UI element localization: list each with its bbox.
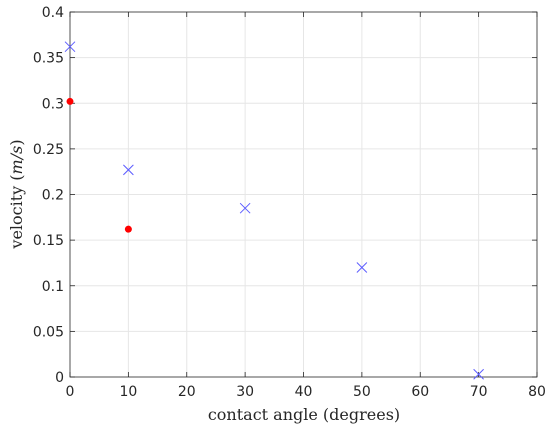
x-tick-label: 0 bbox=[66, 384, 75, 400]
x-tick-label: 10 bbox=[119, 384, 137, 400]
grid-lines bbox=[70, 12, 537, 377]
y-tick-label: 0.4 bbox=[42, 5, 64, 21]
dot-marker bbox=[66, 97, 74, 105]
y-axis-label-text: velocity bbox=[7, 186, 26, 250]
y-tick-label: 0.2 bbox=[42, 188, 64, 204]
y-tick-label: 0.1 bbox=[42, 279, 64, 295]
y-tick-label: 0 bbox=[55, 370, 64, 386]
x-tick-label: 70 bbox=[470, 384, 488, 400]
cross-marker-stroke bbox=[239, 202, 251, 214]
y-tick-label: 0.15 bbox=[33, 233, 64, 249]
y-axis-label-unit: m/s bbox=[7, 146, 26, 175]
x-tick-label: 40 bbox=[295, 384, 313, 400]
cross-marker-stroke bbox=[64, 41, 76, 53]
cross-marker bbox=[239, 202, 251, 214]
y-tick-label: 0.25 bbox=[33, 142, 64, 158]
cross-marker bbox=[356, 262, 368, 273]
y-axis-label-open: ( bbox=[7, 174, 26, 180]
y-axis-label: velocity (m/s) bbox=[7, 139, 26, 249]
x-tick-label: 30 bbox=[236, 384, 254, 400]
cross-marker bbox=[473, 368, 484, 380]
axis-ticks: 0 10 20 30 40 50 60 70 80 0 0.05 0.1 0.15 0.2 0.25 0.3 0… bbox=[33, 5, 546, 400]
dot-marker bbox=[124, 225, 132, 233]
cross-marker-stroke bbox=[123, 164, 134, 176]
cross-marker-stroke bbox=[473, 368, 484, 380]
x-tick-label: 60 bbox=[411, 384, 429, 400]
x-axis-label: contact angle (degrees) bbox=[208, 405, 400, 424]
data-points bbox=[64, 41, 484, 380]
x-tick-label: 80 bbox=[528, 384, 546, 400]
cross-marker bbox=[64, 41, 76, 53]
y-tick-label: 0.3 bbox=[42, 96, 64, 112]
y-tick-label: 0.35 bbox=[33, 51, 64, 67]
x-tick-label: 20 bbox=[178, 384, 196, 400]
x-tick-label: 50 bbox=[353, 384, 371, 400]
cross-marker-stroke bbox=[356, 262, 368, 273]
cross-marker bbox=[123, 164, 134, 176]
y-axis-label-close: ) bbox=[7, 139, 26, 145]
y-tick-label: 0.05 bbox=[33, 324, 64, 340]
